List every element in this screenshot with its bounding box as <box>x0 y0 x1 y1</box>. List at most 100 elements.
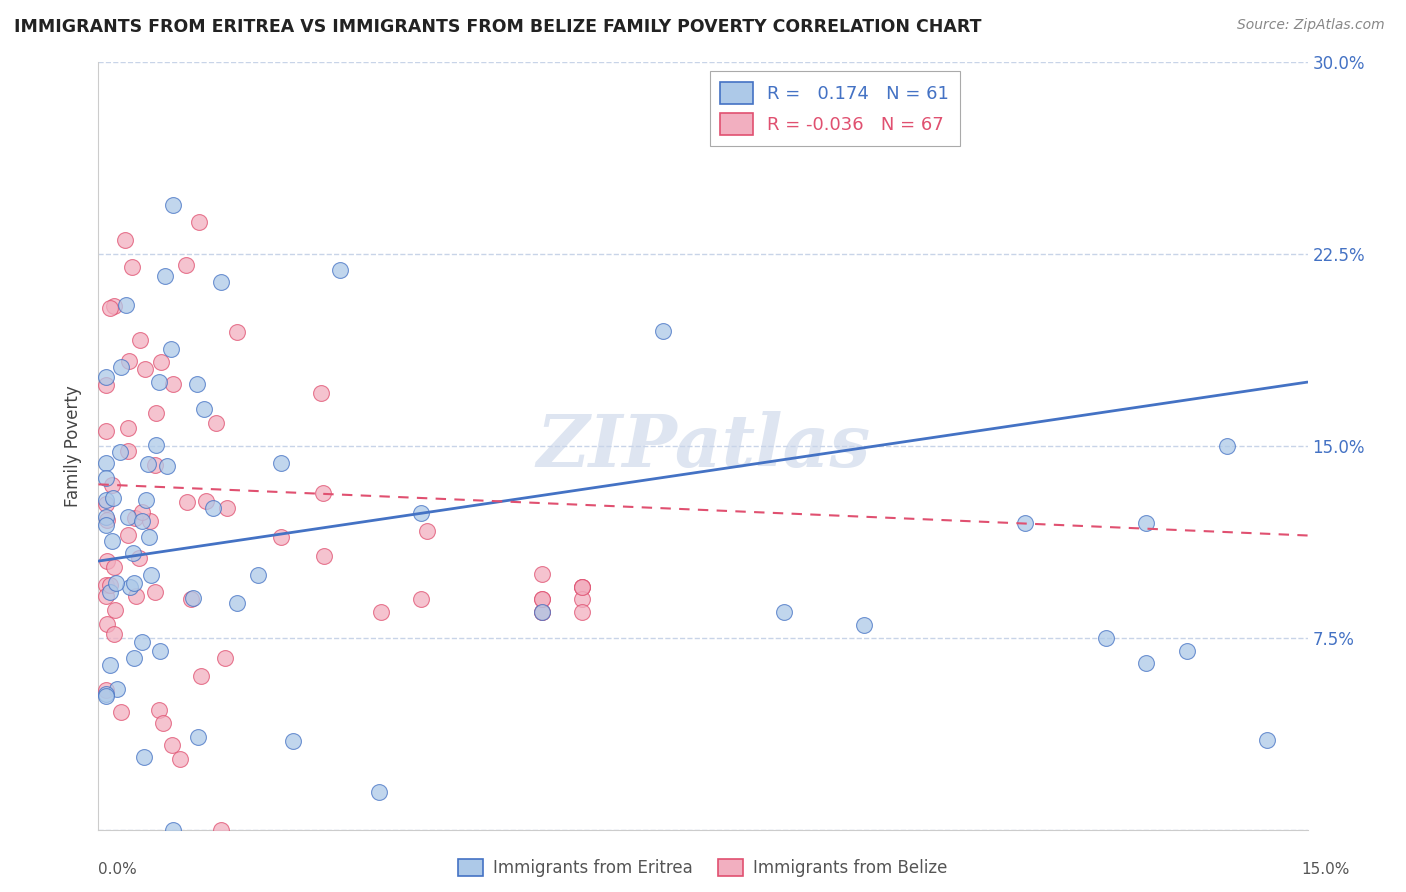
Point <box>117 510 139 524</box>
Point <box>187 214 209 228</box>
Point <box>1216 439 1239 453</box>
Point <box>145 438 167 452</box>
Point <box>96 589 118 603</box>
Point <box>530 605 553 619</box>
Point <box>571 580 593 594</box>
Point <box>96 424 118 438</box>
Point <box>409 506 432 520</box>
Point <box>209 275 232 289</box>
Point <box>135 493 157 508</box>
Point <box>181 591 204 605</box>
Point <box>176 495 198 509</box>
Text: ZIPatlas: ZIPatlas <box>536 410 870 482</box>
Legend: R =   0.174   N = 61, R = -0.036   N = 67: R = 0.174 N = 61, R = -0.036 N = 67 <box>710 71 960 146</box>
Point <box>530 592 553 607</box>
Point <box>134 361 156 376</box>
Point <box>96 689 118 703</box>
Point <box>107 681 129 696</box>
Point <box>96 510 118 524</box>
Point <box>118 580 141 594</box>
Point <box>1095 631 1118 645</box>
Point <box>530 605 553 619</box>
Point <box>571 580 593 594</box>
Point <box>121 546 143 560</box>
Point <box>108 445 131 459</box>
Point <box>530 605 553 619</box>
Point <box>155 269 177 284</box>
Point <box>139 567 162 582</box>
Point <box>121 260 143 275</box>
Point <box>96 470 118 484</box>
Point <box>246 568 269 582</box>
Point <box>226 325 249 339</box>
Point <box>96 493 118 508</box>
Point <box>143 458 166 472</box>
Point <box>205 416 228 430</box>
Point <box>1135 657 1157 671</box>
Point <box>124 589 146 603</box>
Point <box>110 705 132 719</box>
Point <box>96 378 118 392</box>
Point <box>1256 733 1278 747</box>
Point <box>160 342 183 356</box>
Point <box>98 578 121 592</box>
Point <box>128 333 150 347</box>
Point <box>103 626 125 640</box>
Point <box>103 559 125 574</box>
Point <box>281 733 304 747</box>
Point <box>96 370 118 384</box>
Point <box>110 360 132 375</box>
Point <box>187 730 209 744</box>
Point <box>105 576 128 591</box>
Point <box>368 785 391 799</box>
Text: Source: ZipAtlas.com: Source: ZipAtlas.com <box>1237 18 1385 32</box>
Point <box>1175 643 1198 657</box>
Point <box>169 752 191 766</box>
Point <box>162 198 184 212</box>
Point <box>180 591 202 606</box>
Point <box>98 584 121 599</box>
Text: IMMIGRANTS FROM ERITREA VS IMMIGRANTS FROM BELIZE FAMILY POVERTY CORRELATION CHA: IMMIGRANTS FROM ERITREA VS IMMIGRANTS FR… <box>14 18 981 36</box>
Point <box>1135 516 1157 530</box>
Text: 0.0%: 0.0% <box>98 863 138 877</box>
Point <box>651 324 673 338</box>
Point <box>209 822 232 837</box>
Point <box>409 592 432 607</box>
Point <box>118 354 141 368</box>
Point <box>96 517 118 532</box>
Point <box>145 585 167 599</box>
Point <box>772 605 794 619</box>
Point <box>100 477 122 491</box>
Point <box>202 501 225 516</box>
Point <box>416 524 439 538</box>
Point <box>530 592 553 607</box>
Point <box>571 592 593 607</box>
Point <box>103 491 125 506</box>
Point <box>115 298 138 312</box>
Text: 15.0%: 15.0% <box>1302 863 1350 877</box>
Point <box>96 683 118 698</box>
Point <box>312 485 335 500</box>
Point <box>122 651 145 665</box>
Point <box>329 263 352 277</box>
Point <box>131 635 153 649</box>
Point <box>195 494 218 508</box>
Point <box>139 514 162 528</box>
Point <box>128 551 150 566</box>
Point <box>215 500 238 515</box>
Point <box>132 749 155 764</box>
Point <box>148 375 170 389</box>
Point <box>131 505 153 519</box>
Point <box>117 444 139 458</box>
Point <box>160 738 183 752</box>
Point <box>270 457 292 471</box>
Point <box>98 657 121 672</box>
Point <box>96 578 118 592</box>
Point <box>370 605 392 619</box>
Point <box>96 497 118 511</box>
Point <box>149 644 172 658</box>
Point <box>193 401 215 416</box>
Point <box>186 377 208 392</box>
Point <box>1014 516 1036 530</box>
Point <box>148 703 170 717</box>
